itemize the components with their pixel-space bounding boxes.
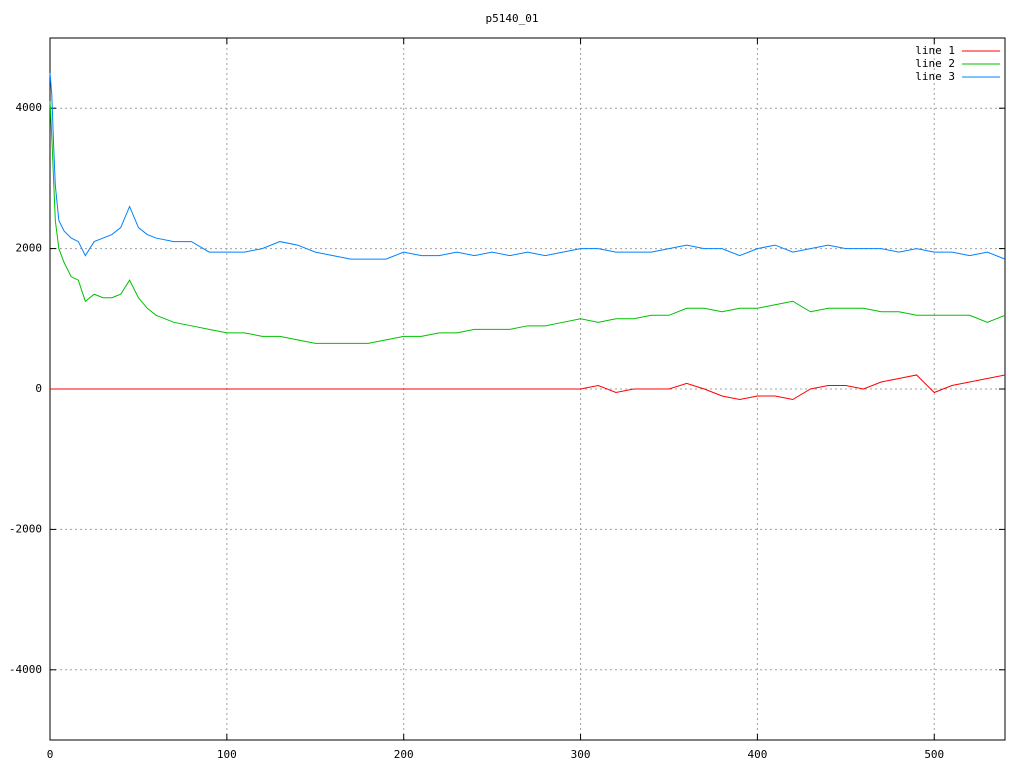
x-tick-label: 0 <box>47 748 54 761</box>
x-tick-label: 500 <box>924 748 944 761</box>
y-tick-label: -4000 <box>9 663 42 676</box>
legend-label: line 1 <box>915 44 955 57</box>
x-tick-label: 300 <box>571 748 591 761</box>
y-tick-label: 0 <box>35 382 42 395</box>
series-line <box>49 73 1006 260</box>
series-line <box>49 101 1006 344</box>
y-tick-label: 4000 <box>16 101 43 114</box>
y-tick-label: -2000 <box>9 522 42 535</box>
x-tick-label: 200 <box>394 748 414 761</box>
x-tick-label: 100 <box>217 748 237 761</box>
series-line <box>50 374 1006 401</box>
y-tick-label: 2000 <box>16 242 43 255</box>
legend-label: line 2 <box>915 57 955 70</box>
chart-title: p5140_01 <box>486 12 539 25</box>
x-tick-label: 400 <box>747 748 767 761</box>
legend-label: line 3 <box>915 70 955 83</box>
